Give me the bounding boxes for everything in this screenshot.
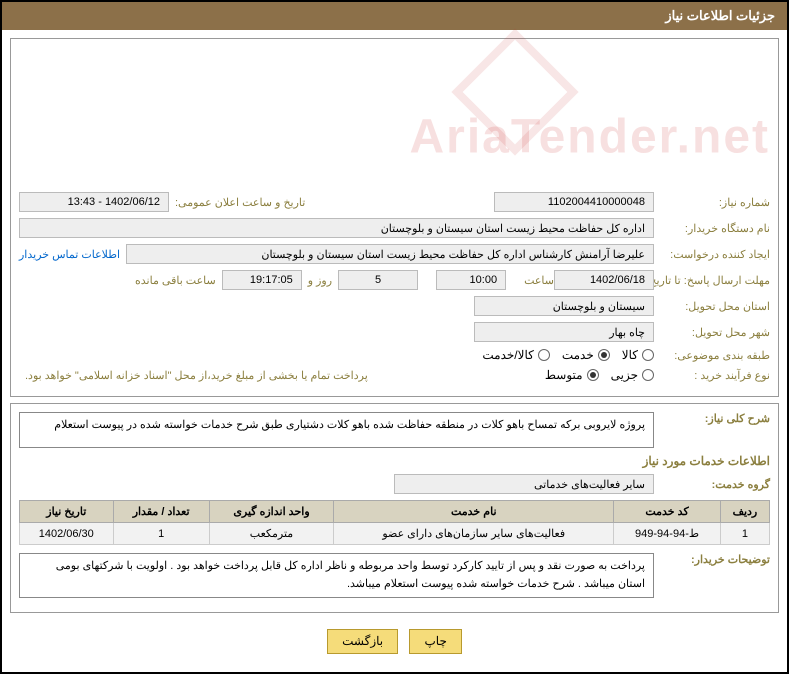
- cat-service-radio[interactable]: خدمت: [562, 348, 610, 362]
- table-header-cell: تاریخ نیاز: [20, 501, 114, 523]
- proc-medium-radio[interactable]: متوسط: [545, 368, 599, 382]
- table-header-cell: ردیف: [720, 501, 769, 523]
- need-number: 1102004410000048: [494, 192, 654, 212]
- group-label: گروه خدمت:: [660, 478, 770, 491]
- need-number-label: شماره نیاز:: [660, 196, 770, 209]
- table-cell: 1: [720, 523, 769, 545]
- services-section-title: اطلاعات خدمات مورد نیاز: [19, 454, 770, 468]
- table-cell: 1402/06/30: [20, 523, 114, 545]
- city: چاه بهار: [474, 322, 654, 342]
- province: سیستان و بلوچستان: [474, 296, 654, 316]
- remaining-label: ساعت باقی مانده: [135, 274, 216, 287]
- payment-note: پرداخت تمام یا بخشی از مبلغ خرید،از محل …: [25, 369, 368, 382]
- page-header: جزئیات اطلاعات نیاز: [2, 2, 787, 30]
- days-remaining: 5: [338, 270, 418, 290]
- summary-text: پروژه لایروبی برکه تمساح باهو کلات در من…: [19, 412, 654, 448]
- table-cell: فعالیت‌های سایر سازمان‌های دارای عضو: [334, 523, 614, 545]
- table-cell: مترمکعب: [209, 523, 334, 545]
- province-label: استان محل تحویل:: [660, 300, 770, 313]
- deadline-time: 10:00: [436, 270, 506, 290]
- deadline-label: مهلت ارسال پاسخ: تا تاریخ:: [660, 274, 770, 287]
- process-label: نوع فرآیند خرید :: [660, 369, 770, 382]
- group-value: سایر فعالیت‌های خدماتی: [394, 474, 654, 494]
- buyer-org-label: نام دستگاه خریدار:: [660, 222, 770, 235]
- watermark-text: AriaTender.net: [19, 110, 770, 165]
- table-cell: ط-94-94-949: [614, 523, 721, 545]
- requester: علیرضا آرامنش کارشناس اداره کل حفاظت محی…: [126, 244, 654, 264]
- table-header-cell: نام خدمت: [334, 501, 614, 523]
- summary-label: شرح کلی نیاز:: [660, 412, 770, 425]
- buyer-notes-label: توضیحات خریدار:: [660, 553, 770, 566]
- need-details-panel: AriaTender.net شماره نیاز: 1102004410000…: [10, 38, 779, 397]
- table-header-cell: تعداد / مقدار: [113, 501, 209, 523]
- requester-label: ایجاد کننده درخواست:: [660, 248, 770, 261]
- hours-remaining: 19:17:05: [222, 270, 302, 290]
- table-header-cell: کد خدمت: [614, 501, 721, 523]
- cat-both-radio[interactable]: کالا/خدمت: [482, 348, 549, 362]
- city-label: شهر محل تحویل:: [660, 326, 770, 339]
- page-title: جزئیات اطلاعات نیاز: [665, 8, 775, 23]
- days-label: روز و: [308, 274, 332, 287]
- cat-goods-radio[interactable]: کالا: [622, 348, 654, 362]
- category-label: طبقه بندی موضوعی:: [660, 349, 770, 362]
- summary-panel: شرح کلی نیاز: پروژه لایروبی برکه تمساح ب…: [10, 403, 779, 613]
- proc-partial-radio[interactable]: جزیی: [611, 368, 654, 382]
- buyer-org: اداره کل حفاظت محیط زیست استان سیستان و …: [19, 218, 654, 238]
- button-row: چاپ بازگشت: [10, 619, 779, 664]
- announce-value: 1402/06/12 - 13:43: [19, 192, 169, 212]
- services-table: ردیفکد خدمتنام خدمتواحد اندازه گیریتعداد…: [19, 500, 770, 545]
- announce-label: تاریخ و ساعت اعلان عمومی:: [175, 196, 305, 209]
- contact-link[interactable]: اطلاعات تماس خریدار: [19, 248, 120, 261]
- watermark-shape: [451, 28, 578, 155]
- table-row: 1ط-94-94-949فعالیت‌های سایر سازمان‌های د…: [20, 523, 770, 545]
- buyer-notes-text: پرداخت به صورت نقد و پس از تایید کارکرد …: [19, 553, 654, 598]
- time-label: ساعت: [524, 274, 554, 287]
- print-button[interactable]: چاپ: [409, 629, 461, 654]
- back-button[interactable]: بازگشت: [327, 629, 398, 654]
- table-cell: 1: [113, 523, 209, 545]
- deadline-date: 1402/06/18: [554, 270, 654, 290]
- table-header-cell: واحد اندازه گیری: [209, 501, 334, 523]
